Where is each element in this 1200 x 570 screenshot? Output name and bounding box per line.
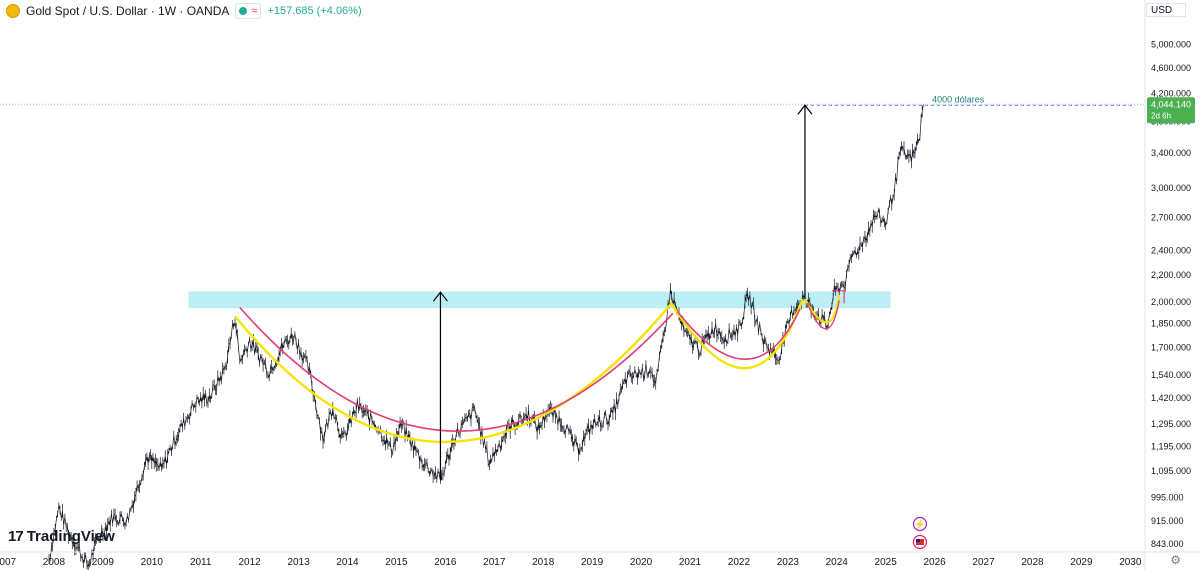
arrow-left-head xyxy=(432,291,448,302)
arrow-right-head xyxy=(797,104,813,115)
y-tick-label: 1,195.000 xyxy=(1151,441,1191,451)
x-tick-label: 2030 xyxy=(1119,557,1142,568)
chart-grid xyxy=(0,103,1145,106)
measure-arrows xyxy=(432,104,813,480)
small-cup-yellow xyxy=(803,294,841,324)
x-tick-label: 2009 xyxy=(92,557,115,568)
gold-coin-icon xyxy=(6,4,20,18)
y-tick-label: 4,200.000 xyxy=(1151,89,1191,99)
x-tick-label: 2008 xyxy=(43,557,66,568)
target-annotation: 4000 dólares xyxy=(932,94,985,104)
resistance-zone xyxy=(188,291,891,309)
x-tick-label: 2007 xyxy=(0,557,17,568)
x-tick-label: 2021 xyxy=(679,557,702,568)
settings-gear-icon[interactable]: ⚙ xyxy=(1170,553,1181,567)
price-series xyxy=(48,104,924,570)
x-tick-label: 2023 xyxy=(777,557,800,568)
cup-patterns xyxy=(234,290,845,444)
y-tick-label: 2,400.000 xyxy=(1151,246,1191,256)
countdown-text: 2d 6h xyxy=(1151,111,1171,120)
x-tick-label: 2026 xyxy=(923,557,946,568)
x-tick-label: 2019 xyxy=(581,557,604,568)
x-tick-label: 2017 xyxy=(483,557,506,568)
symbol-header: Gold Spot / U.S. Dollar · 1W · OANDA ≈ +… xyxy=(0,0,362,22)
x-tick-label: 2013 xyxy=(287,557,310,568)
x-tick-label: 2014 xyxy=(336,557,359,568)
y-tick-label: 4,600.000 xyxy=(1151,63,1191,73)
handle-pink xyxy=(677,308,801,360)
y-tick-label: 2,200.000 xyxy=(1151,270,1191,280)
flag-canton xyxy=(915,539,920,542)
market-open-dot-icon xyxy=(239,7,248,15)
price-line xyxy=(48,104,924,570)
event-bolt-icon[interactable] xyxy=(912,516,928,532)
price-axis[interactable] xyxy=(1145,0,1200,570)
x-tick-label: 2020 xyxy=(630,557,653,568)
x-tick-label: 2010 xyxy=(141,557,164,568)
breakout-mark xyxy=(831,290,845,304)
y-tick-label: 5,000.000 xyxy=(1151,40,1191,50)
x-tick-label: 2018 xyxy=(532,557,555,568)
y-tick-label: 3,000.000 xyxy=(1151,183,1191,193)
market-status-chip[interactable]: ≈ xyxy=(235,3,262,19)
y-tick-label: 843.000 xyxy=(1151,539,1184,549)
y-tick-label: 2,700.000 xyxy=(1151,213,1191,223)
resistance-zone-rect[interactable] xyxy=(188,291,891,309)
x-tick-label: 2025 xyxy=(875,557,898,568)
big-cup-pink xyxy=(239,306,674,432)
status-wave-icon: ≈ xyxy=(251,5,258,17)
price-change: +157.685 (+4.06%) xyxy=(267,5,362,17)
labels: 4000 dólares 4,044.140 2d 6h ⚡ xyxy=(912,94,1195,550)
x-tick-label: 2016 xyxy=(434,557,457,568)
x-tick-label: 2011 xyxy=(190,557,212,568)
big-cup-yellow xyxy=(234,303,672,444)
tv-logo-icon: 17 xyxy=(8,528,24,545)
currency-selector[interactable]: USD xyxy=(1146,3,1186,17)
small-cup-pink xyxy=(806,300,840,330)
y-tick-label: 1,700.000 xyxy=(1151,342,1191,352)
y-tick-label: 1,540.000 xyxy=(1151,370,1191,380)
bolt-glyph-icon: ⚡ xyxy=(914,519,925,531)
logo-text: TradingView xyxy=(26,528,115,545)
y-tick-label: 915.000 xyxy=(1151,516,1184,526)
y-tick-label: 1,850.000 xyxy=(1151,319,1191,329)
y-tick-label: 995.000 xyxy=(1151,493,1184,503)
y-tick-label: 1,295.000 xyxy=(1151,419,1191,429)
x-tick-label: 2029 xyxy=(1070,557,1093,568)
x-tick-label: 2012 xyxy=(239,557,262,568)
y-tick-label: 1,420.000 xyxy=(1151,393,1191,403)
x-tick-label: 2028 xyxy=(1021,557,1044,568)
y-tick-label: 3,400.000 xyxy=(1151,148,1191,158)
x-tick-label: 2027 xyxy=(972,557,995,568)
y-tick-label: 1,095.000 xyxy=(1151,466,1191,476)
x-tick-label: 2015 xyxy=(385,557,408,568)
last-price-text: 4,044.140 xyxy=(1151,99,1191,109)
x-tick-label: 2024 xyxy=(826,557,849,568)
symbol-title[interactable]: Gold Spot / U.S. Dollar · 1W · OANDA xyxy=(26,4,230,18)
y-tick-label: 2,000.000 xyxy=(1151,297,1191,307)
tradingview-logo: 17 TradingView xyxy=(8,528,115,545)
x-tick-label: 2022 xyxy=(728,557,751,568)
last-price-box xyxy=(1147,97,1195,124)
